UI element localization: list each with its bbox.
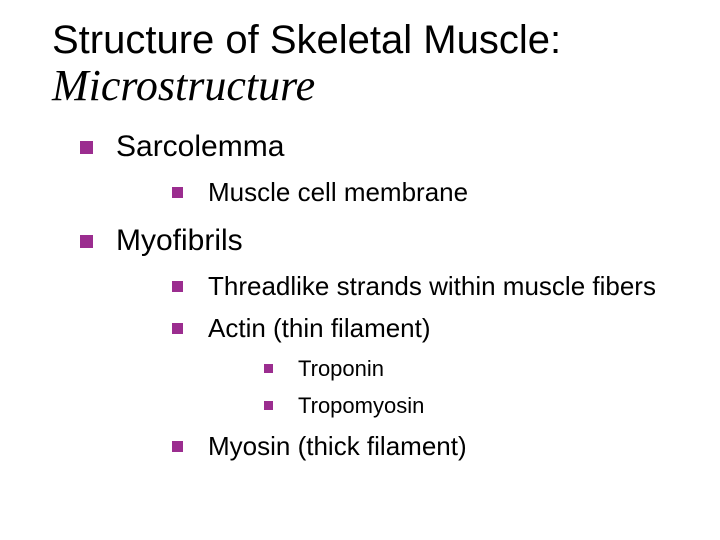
- square-bullet-icon: [172, 441, 183, 452]
- square-bullet-icon: [172, 323, 183, 334]
- list-item: Muscle cell membrane: [172, 176, 680, 209]
- list-item-label: Muscle cell membrane: [208, 177, 468, 207]
- list-item: Tropomyosin: [264, 392, 680, 420]
- square-bullet-icon: [172, 281, 183, 292]
- list-item-label: Actin (thin filament): [208, 313, 431, 343]
- square-bullet-icon: [80, 235, 93, 248]
- list-item-label: Myosin (thick filament): [208, 431, 467, 461]
- list-item: Actin (thin filament) Troponin Tropomyos…: [172, 312, 680, 420]
- title-subtitle: Microstructure: [52, 62, 680, 110]
- list-item: Sarcolemma Muscle cell membrane: [80, 128, 680, 208]
- slide: Structure of Skeletal Muscle: Microstruc…: [0, 0, 720, 540]
- square-bullet-icon: [264, 364, 273, 373]
- list-item-label: Myofibrils: [116, 224, 243, 257]
- list-item: Threadlike strands within muscle fibers: [172, 270, 680, 303]
- list-item-label: Tropomyosin: [298, 393, 424, 418]
- title-main: Structure of Skeletal Muscle:: [52, 18, 680, 62]
- bullet-list: Sarcolemma Muscle cell membrane Myofibri…: [80, 128, 680, 462]
- list-item-label: Threadlike strands within muscle fibers: [208, 271, 656, 301]
- square-bullet-icon: [172, 187, 183, 198]
- list-item-label: Troponin: [298, 356, 384, 381]
- bullet-sublist: Troponin Tropomyosin: [264, 355, 680, 420]
- square-bullet-icon: [80, 141, 93, 154]
- list-item: Troponin: [264, 355, 680, 383]
- list-item: Myofibrils Threadlike strands within mus…: [80, 222, 680, 462]
- title-block: Structure of Skeletal Muscle: Microstruc…: [52, 18, 680, 110]
- list-item: Myosin (thick filament): [172, 430, 680, 463]
- bullet-sublist: Threadlike strands within muscle fibers …: [172, 270, 680, 463]
- square-bullet-icon: [264, 401, 273, 410]
- bullet-sublist: Muscle cell membrane: [172, 176, 680, 209]
- list-item-label: Sarcolemma: [116, 130, 284, 163]
